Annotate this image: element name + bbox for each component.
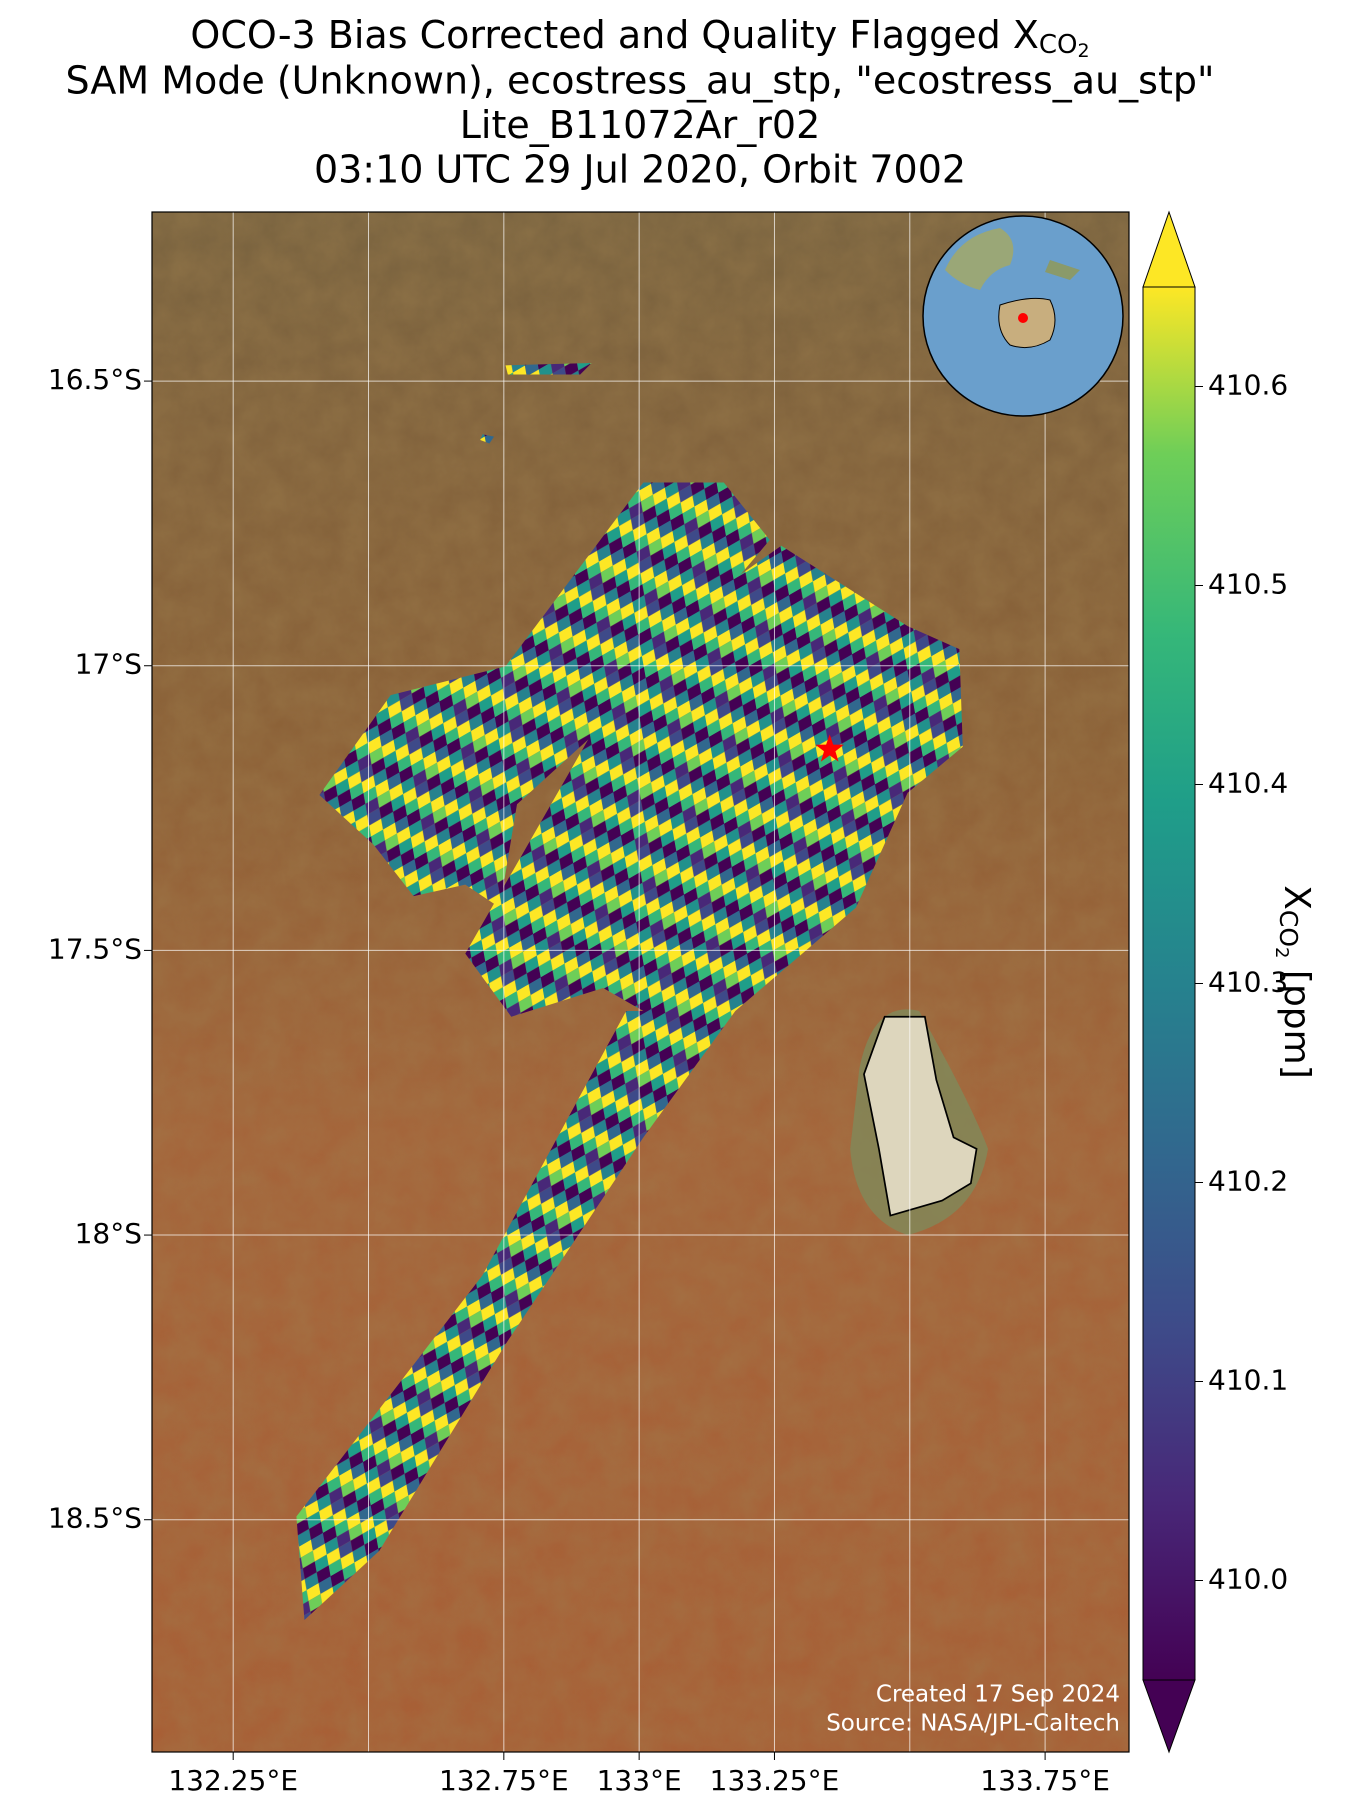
y-tick-label: 17.5°S [48,932,142,965]
colorbar-tick-label: 410.6 [1208,369,1288,402]
axes-frame [151,211,1130,1753]
colorbar-tick-label: 410.1 [1208,1364,1288,1397]
grid [152,212,1129,1752]
swath [296,363,963,1620]
colorbar-label-part: 2 [1271,947,1292,958]
colorbar [1142,210,1196,1754]
colorbar-tick-label: 410.3 [1208,966,1288,999]
colorbar-label-part: X [1276,885,1317,910]
colorbar-label-part: [ppm] [1276,958,1317,1078]
credit: Created 17 Sep 2024 [876,1682,1120,1708]
x-tick-label: 133.75°E [980,1764,1110,1797]
colorbar-label-part: CO [1274,910,1303,947]
colorbar-tick-label: 410.0 [1208,1563,1288,1596]
title-line: Lite_B11072Ar_r02 [460,103,821,147]
x-tick-label: 133.25°E [710,1764,840,1797]
y-tick-label: 18°S [75,1217,142,1250]
colorbar-tick-label: 410.5 [1208,568,1288,601]
x-tick-label: 132.25°E [168,1764,298,1797]
title-line: SAM Mode (Unknown), ecostress_au_stp, "e… [66,59,1215,103]
site-marker [815,734,844,762]
colorbar-tick-label: 410.4 [1208,767,1288,800]
title-line: OCO-3 Bias Corrected and Quality Flagged… [190,13,1089,62]
colorbar-tick-label: 410.2 [1208,1165,1288,1198]
colorbar-label: XCO2 [ppm] [1271,885,1317,1079]
x-tick-label: 133°E [597,1764,682,1797]
title-line: 03:10 UTC 29 Jul 2020, Orbit 7002 [314,148,966,192]
y-tick-label: 16.5°S [48,363,142,396]
x-tick-label: 132.75°E [439,1764,569,1797]
y-tick-label: 18.5°S [48,1502,142,1535]
globe-site-marker [1018,313,1028,323]
y-tick-label: 17°S [75,648,142,681]
map-background [152,212,1129,1752]
credit: Source: NASA/JPL-Caltech [826,1711,1120,1737]
